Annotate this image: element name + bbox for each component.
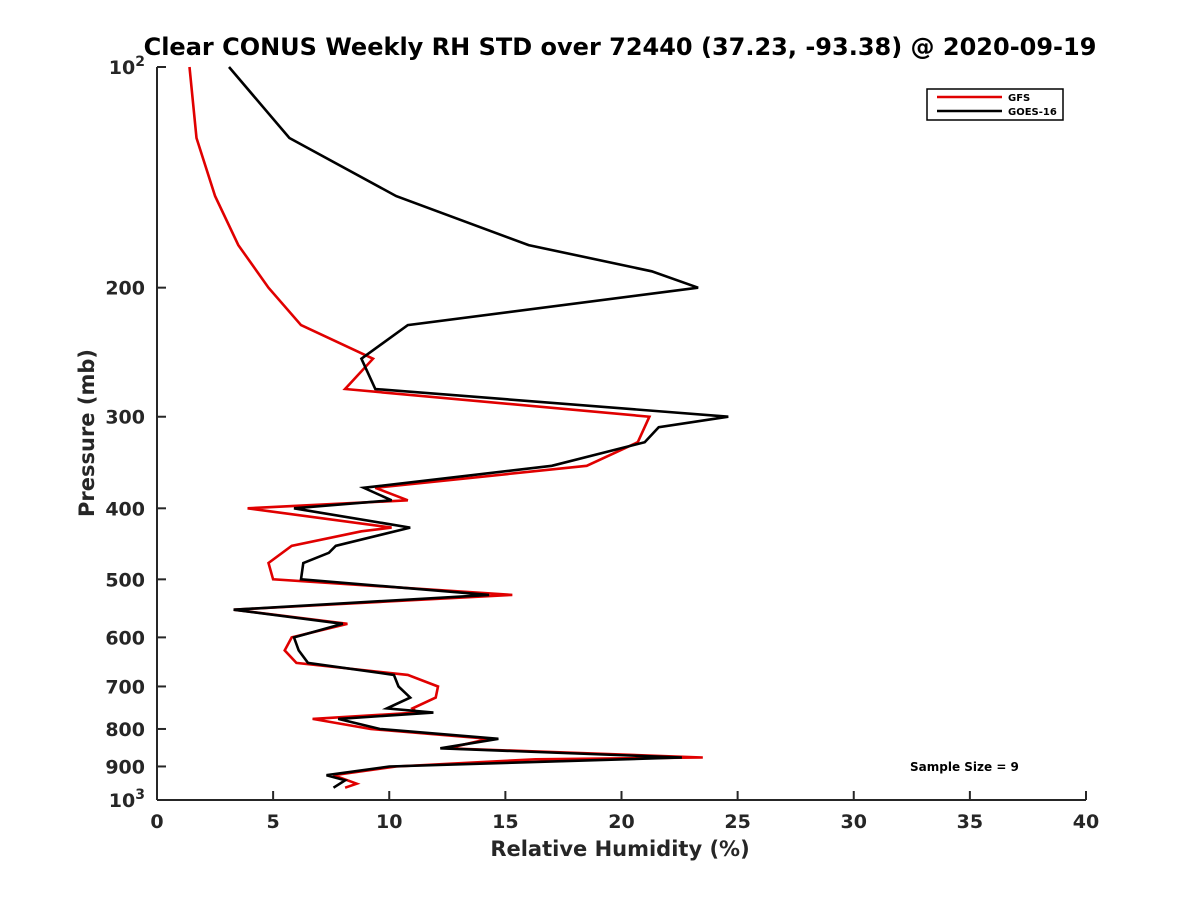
x-tick-label: 20	[608, 811, 634, 833]
y-tick-label: 300	[105, 407, 145, 429]
y-tick-label: 800	[105, 719, 145, 741]
chart-title: Clear CONUS Weekly RH STD over 72440 (37…	[144, 33, 1097, 61]
x-tick-label: 35	[957, 811, 983, 833]
x-tick-label: 40	[1073, 811, 1099, 833]
y-tick-label: 600	[105, 627, 145, 649]
legend-label-gfs: GFS	[1008, 93, 1030, 104]
x-axis-label: Relative Humidity (%)	[490, 837, 749, 861]
y-tick-label: 200	[105, 278, 145, 300]
x-tick-label: 15	[492, 811, 518, 833]
series-lines	[188, 66, 729, 789]
y-tick-label: 103	[109, 787, 145, 812]
series-line-gfs	[188, 66, 703, 789]
legend-label-goes16: GOES-16	[1008, 107, 1057, 118]
x-tick-label: 10	[376, 811, 402, 833]
y-tick-labels: 102 200 300 400 500 600 700 800 900 103	[105, 54, 145, 812]
sample-size-annotation: Sample Size = 9	[910, 760, 1019, 774]
x-tick-labels: 0 5 10 15 20 25 30 35 40	[150, 811, 1099, 833]
legend: GFS GOES-16	[926, 88, 1064, 121]
x-tick-label: 0	[150, 811, 163, 833]
y-tick-label: 102	[109, 54, 145, 79]
x-tick-label: 30	[841, 811, 867, 833]
x-tick-label: 25	[724, 811, 750, 833]
y-tick-label: 400	[105, 498, 145, 520]
axes	[156, 66, 1087, 801]
x-tick-label: 5	[267, 811, 280, 833]
y-tick-label: 700	[105, 676, 145, 698]
y-tick-label: 900	[105, 756, 145, 778]
y-tick-label: 500	[105, 569, 145, 591]
series-line-goes16	[228, 66, 729, 789]
legend-box	[926, 88, 1064, 121]
y-axis-label: Pressure (mb)	[75, 349, 99, 517]
